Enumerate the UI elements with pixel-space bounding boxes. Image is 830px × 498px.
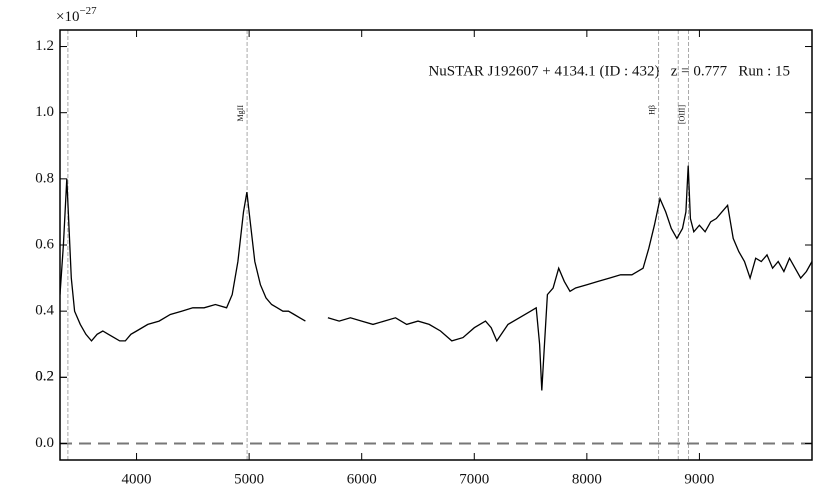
y-tick-label: 1.0 <box>35 104 54 120</box>
x-tick-label: 9000 <box>684 471 714 487</box>
x-tick-label: 5000 <box>234 471 264 487</box>
y-tick-label: 0.6 <box>35 236 54 252</box>
reference-label: [OIII] <box>677 105 686 124</box>
y-tick-label: 1.2 <box>35 38 54 54</box>
x-tick-label: 7000 <box>459 471 489 487</box>
y-tick-label: 0.2 <box>35 369 54 385</box>
x-tick-label: 8000 <box>572 471 602 487</box>
y-tick-label: 0.2 <box>35 369 54 385</box>
plot-area: MgII Hβ [OIII] <box>60 30 812 460</box>
y-scale-base: ×10 <box>56 9 79 25</box>
annotation: NuSTAR J192607 + 4134.1 (ID : 432) z = 0… <box>428 63 790 79</box>
y-tick-label: 0.8 <box>35 170 54 186</box>
x-tick-label: 6000 <box>347 471 377 487</box>
y-tick-label: 0.4 <box>35 303 54 319</box>
reference-label: Hβ <box>647 105 656 115</box>
y-scale-text: ×10−27 <box>56 5 97 26</box>
spectrum-line <box>60 165 812 391</box>
y-tick-label: 0.0 <box>35 435 54 451</box>
x-tick-label: 4000 <box>122 471 152 487</box>
plot-frame <box>59 29 813 461</box>
y-scale-exponent: −27 <box>79 5 97 17</box>
reference-label: MgII <box>236 105 245 122</box>
